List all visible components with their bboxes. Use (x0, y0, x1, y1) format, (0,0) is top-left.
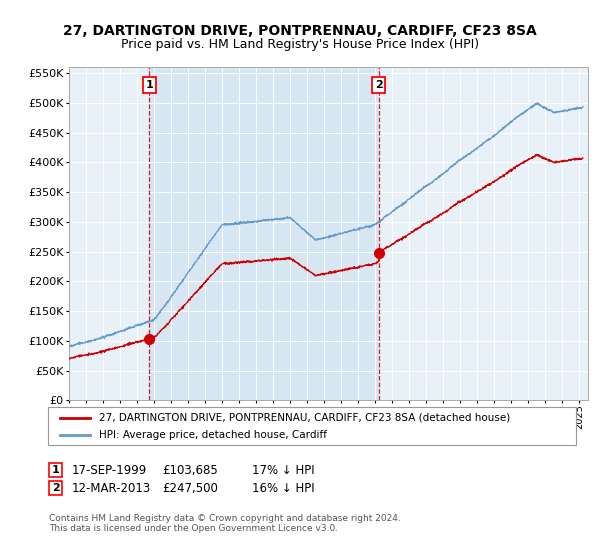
Text: 2: 2 (375, 80, 383, 90)
Text: 1: 1 (145, 80, 153, 90)
Text: 12-MAR-2013: 12-MAR-2013 (72, 482, 151, 496)
Text: £247,500: £247,500 (162, 482, 218, 496)
Text: 17% ↓ HPI: 17% ↓ HPI (252, 464, 314, 477)
Text: £103,685: £103,685 (162, 464, 218, 477)
Text: 16% ↓ HPI: 16% ↓ HPI (252, 482, 314, 496)
Text: 17-SEP-1999: 17-SEP-1999 (72, 464, 147, 477)
Text: 1: 1 (52, 465, 59, 475)
Text: 27, DARTINGTON DRIVE, PONTPRENNAU, CARDIFF, CF23 8SA: 27, DARTINGTON DRIVE, PONTPRENNAU, CARDI… (63, 24, 537, 38)
Bar (149, 67, 379, 400)
Text: Contains HM Land Registry data © Crown copyright and database right 2024.
This d: Contains HM Land Registry data © Crown c… (49, 514, 401, 534)
Text: Price paid vs. HM Land Registry's House Price Index (HPI): Price paid vs. HM Land Registry's House … (121, 38, 479, 50)
Text: 27, DARTINGTON DRIVE, PONTPRENNAU, CARDIFF, CF23 8SA (detached house): 27, DARTINGTON DRIVE, PONTPRENNAU, CARDI… (99, 413, 510, 423)
Text: HPI: Average price, detached house, Cardiff: HPI: Average price, detached house, Card… (99, 430, 327, 440)
Text: 2: 2 (52, 483, 59, 493)
